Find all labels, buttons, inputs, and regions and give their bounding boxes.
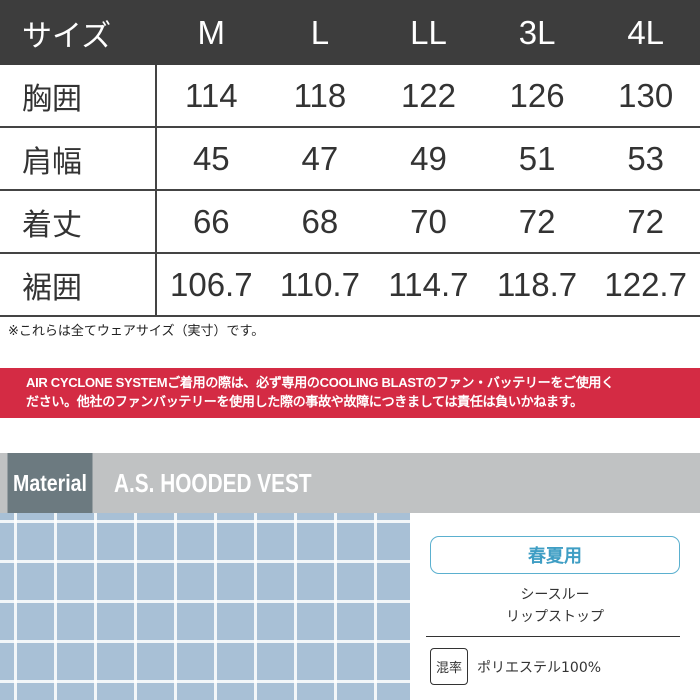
table-cell: 126 — [509, 76, 565, 114]
blend-label: 混率 — [430, 648, 469, 685]
table-cell: 114 — [184, 76, 238, 114]
fabric-description: シースルー リップストップ — [430, 584, 680, 628]
table-cell: 51 — [518, 139, 556, 177]
size-4l: 4L — [627, 13, 665, 51]
warning-line-2: ださい。他社のファンバッテリーを使用した際の事故や故障につきましては責任は負いか… — [26, 394, 583, 409]
blend-ratio: 混率 ポリエステル100% — [430, 648, 601, 685]
size-l: L — [310, 13, 330, 51]
warning-line-1: AIR CYCLONE SYSTEMご着用の際は、必ず専用のCOOLING BL… — [26, 375, 614, 390]
fabric-image — [0, 513, 410, 700]
size-table: サイズ M L LL 3L 4L 胸囲 114 118 122 126 130 … — [0, 0, 700, 317]
row-label: 裾囲 — [0, 254, 157, 315]
blend-value: ポリエステル100% — [477, 659, 602, 676]
size-header-row: サイズ M L LL 3L 4L — [0, 0, 700, 65]
season-badge: 春夏用 — [430, 536, 680, 574]
table-cell: 118 — [293, 76, 347, 114]
table-cell: 72 — [518, 202, 556, 240]
size-3l: 3L — [518, 13, 556, 51]
product-name: A.S. HOODED VEST — [114, 467, 312, 498]
table-cell: 122 — [400, 76, 457, 114]
size-note: ※これらは全てウェアサイズ（実寸）です。 — [8, 324, 265, 339]
fabric-desc-1: シースルー — [520, 587, 590, 603]
table-cell: 122.7 — [604, 265, 687, 303]
table-cell: 68 — [301, 202, 339, 240]
row-label: 着丈 — [0, 191, 157, 252]
table-cell: 114.7 — [388, 265, 469, 303]
row-label: 肩幅 — [0, 128, 157, 189]
table-cell: 72 — [627, 202, 665, 240]
table-cell: 47 — [301, 139, 339, 177]
table-cell: 130 — [618, 76, 674, 114]
size-header-label: サイズ — [22, 18, 112, 54]
fabric-desc-2: リップストップ — [506, 609, 604, 625]
table-cell: 70 — [410, 202, 447, 240]
table-cell: 49 — [410, 139, 447, 177]
table-cell: 53 — [627, 139, 665, 177]
size-m: M — [197, 13, 226, 51]
size-ll: LL — [410, 13, 447, 51]
table-row: 胸囲 114 118 122 126 130 — [0, 65, 700, 128]
material-label: Material — [7, 453, 93, 513]
table-cell: 45 — [192, 139, 230, 177]
warning-banner: AIR CYCLONE SYSTEMご着用の際は、必ず専用のCOOLING BL… — [0, 368, 700, 418]
row-label: 胸囲 — [0, 65, 157, 126]
divider — [426, 636, 680, 637]
material-header: Material A.S. HOODED VEST — [0, 453, 700, 513]
table-row: 着丈 66 68 70 72 72 — [0, 191, 700, 254]
table-cell: 66 — [192, 202, 230, 240]
table-cell: 118.7 — [497, 265, 578, 303]
table-cell: 106.7 — [170, 265, 253, 303]
table-cell: 110.7 — [279, 265, 360, 303]
table-row: 肩幅 45 47 49 51 53 — [0, 128, 700, 191]
table-row: 裾囲 106.7 110.7 114.7 118.7 122.7 — [0, 254, 700, 317]
